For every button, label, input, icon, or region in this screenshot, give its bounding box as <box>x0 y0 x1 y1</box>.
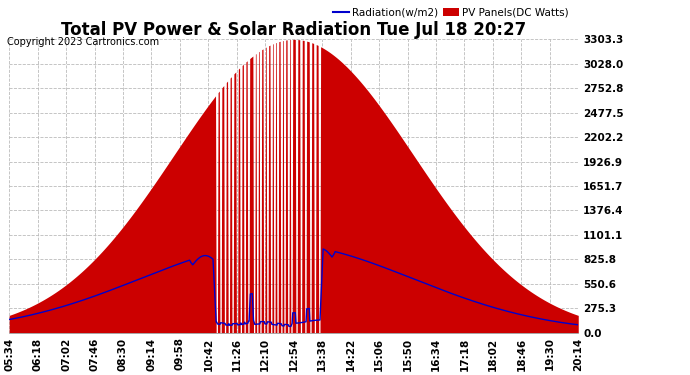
Title: Total PV Power & Solar Radiation Tue Jul 18 20:27: Total PV Power & Solar Radiation Tue Jul… <box>61 21 526 39</box>
Legend: Radiation(w/m2), PV Panels(DC Watts): Radiation(w/m2), PV Panels(DC Watts) <box>329 3 573 22</box>
Text: Copyright 2023 Cartronics.com: Copyright 2023 Cartronics.com <box>7 37 159 47</box>
